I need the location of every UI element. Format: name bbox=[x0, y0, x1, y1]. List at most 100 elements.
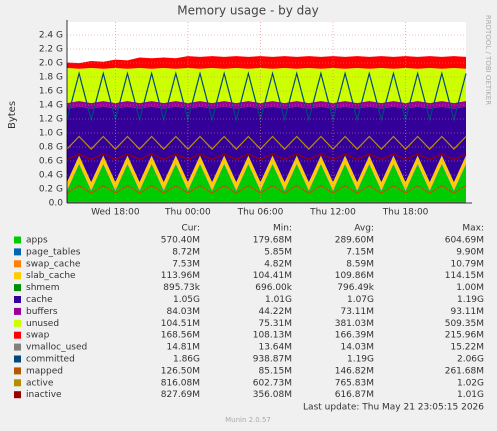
y-tick-label: 0.6 G bbox=[39, 157, 63, 167]
legend-stat: 827.69M bbox=[161, 390, 200, 400]
legend-swatch bbox=[14, 284, 21, 292]
legend-stat: 696.00k bbox=[255, 283, 292, 293]
y-tick-label: 2.2 G bbox=[39, 45, 63, 55]
legend-stat: 9.90M bbox=[456, 247, 484, 257]
y-tick-label: 1.6 G bbox=[39, 87, 63, 97]
x-tick-label: Thu 06:00 bbox=[237, 208, 284, 218]
legend-label: buffers bbox=[26, 307, 58, 317]
legend-stat: 215.96M bbox=[445, 331, 484, 341]
legend-stat: 1.00M bbox=[456, 283, 484, 293]
y-tick-label: 2.4 G bbox=[39, 31, 63, 41]
legend-label: unused bbox=[26, 319, 59, 329]
legend-stat: 84.03M bbox=[166, 307, 200, 317]
legend-stat: 765.83M bbox=[335, 378, 374, 388]
legend-swatch bbox=[14, 236, 21, 244]
stat-header: Min: bbox=[273, 224, 292, 234]
legend-stat: 509.35M bbox=[445, 319, 484, 329]
legend-stat: 816.08M bbox=[161, 378, 200, 388]
area bbox=[67, 163, 466, 192]
legend-stat: 166.39M bbox=[335, 331, 374, 341]
legend-swatch bbox=[14, 331, 21, 339]
legend-swatch bbox=[14, 343, 21, 351]
legend-stat: 44.22M bbox=[258, 307, 292, 317]
legend-swatch bbox=[14, 319, 21, 327]
legend-stat: 4.82M bbox=[264, 259, 292, 269]
y-tick-label: 1.0 G bbox=[39, 129, 63, 139]
area bbox=[67, 155, 466, 190]
legend-stat: 104.41M bbox=[253, 271, 292, 281]
legend-stat: 570.40M bbox=[161, 236, 200, 246]
legend-stat: 2.06G bbox=[457, 355, 484, 365]
footer: Munin 2.0.57 bbox=[225, 416, 271, 424]
y-tick-label: 1.8 G bbox=[39, 73, 63, 83]
legend-label: committed bbox=[26, 355, 75, 365]
x-tick-label: Wed 18:00 bbox=[91, 208, 140, 218]
legend-stat: 10.79M bbox=[450, 259, 484, 269]
legend-stat: 5.85M bbox=[264, 247, 292, 257]
legend-label: apps bbox=[26, 236, 48, 246]
x-tick-label: Thu 18:00 bbox=[382, 208, 429, 218]
legend-swatch bbox=[14, 355, 21, 363]
x-tick-label: Thu 00:00 bbox=[164, 208, 211, 218]
legend-stat: 114.15M bbox=[445, 271, 484, 281]
legend-stat: 93.11M bbox=[450, 307, 484, 317]
area bbox=[67, 56, 466, 69]
stat-header: Avg: bbox=[354, 224, 374, 234]
legend-stat: 15.22M bbox=[450, 343, 484, 353]
area bbox=[67, 155, 466, 183]
stat-header: Max: bbox=[462, 224, 484, 234]
area bbox=[67, 164, 466, 203]
legend-stat: 146.82M bbox=[335, 366, 374, 376]
legend-stat: 85.15M bbox=[258, 366, 292, 376]
legend-stat: 602.73M bbox=[253, 378, 292, 388]
legend-label: mapped bbox=[26, 366, 63, 376]
legend-label: active bbox=[26, 378, 54, 388]
legend-stat: 7.15M bbox=[346, 247, 374, 257]
legend-stat: 796.49k bbox=[337, 283, 374, 293]
legend-swatch bbox=[14, 248, 21, 256]
chart-title: Memory usage - by day bbox=[177, 4, 318, 18]
legend-stat: 109.86M bbox=[335, 271, 374, 281]
legend-stat: 108.13M bbox=[253, 331, 292, 341]
legend-stat: 616.87M bbox=[335, 390, 374, 400]
area bbox=[67, 163, 466, 191]
legend-stat: 168.56M bbox=[161, 331, 200, 341]
legend-label: cache bbox=[26, 295, 53, 305]
legend-stat: 7.53M bbox=[172, 259, 200, 269]
legend-label: slab_cache bbox=[26, 271, 76, 281]
legend-stat: 14.03M bbox=[340, 343, 374, 353]
legend-stat: 75.31M bbox=[258, 319, 292, 329]
legend-stat: 1.86G bbox=[173, 355, 200, 365]
legend-stat: 289.60M bbox=[335, 236, 374, 246]
legend-stat: 261.68M bbox=[445, 366, 484, 376]
legend-stat: 1.02G bbox=[457, 378, 484, 388]
stat-header: Cur: bbox=[181, 224, 200, 234]
legend-swatch bbox=[14, 367, 21, 375]
legend-stat: 1.19G bbox=[457, 295, 484, 305]
y-tick-label: 0.0 bbox=[49, 199, 64, 209]
plot bbox=[66, 56, 467, 203]
x-tick-label: Thu 12:00 bbox=[309, 208, 356, 218]
legend-stat: 179.68M bbox=[253, 236, 292, 246]
y-tick-label: 1.2 G bbox=[39, 115, 63, 125]
legend-stat: 8.72M bbox=[172, 247, 200, 257]
line bbox=[66, 153, 467, 161]
legend-swatch bbox=[14, 379, 21, 387]
legend-stat: 1.19G bbox=[347, 355, 374, 365]
y-tick-label: 0.8 G bbox=[39, 143, 63, 153]
legend-stat: 113.96M bbox=[161, 271, 200, 281]
legend-stat: 14.81M bbox=[166, 343, 200, 353]
line bbox=[66, 135, 467, 150]
y-tick-label: 0.2 G bbox=[39, 185, 63, 195]
y-axis-label: Bytes bbox=[7, 101, 18, 129]
legend-swatch bbox=[14, 296, 21, 303]
y-tick-label: 2.0 G bbox=[39, 59, 63, 69]
legend-stat: 126.50M bbox=[161, 366, 200, 376]
legend-stat: 8.59M bbox=[346, 259, 374, 269]
legend-swatch bbox=[14, 307, 21, 315]
y-tick-label: 0.4 G bbox=[39, 171, 63, 181]
line bbox=[66, 71, 467, 123]
legend-stat: 1.01G bbox=[265, 295, 292, 305]
legend-stat: 381.03M bbox=[335, 319, 374, 329]
legend-stat: 13.64M bbox=[258, 343, 292, 353]
